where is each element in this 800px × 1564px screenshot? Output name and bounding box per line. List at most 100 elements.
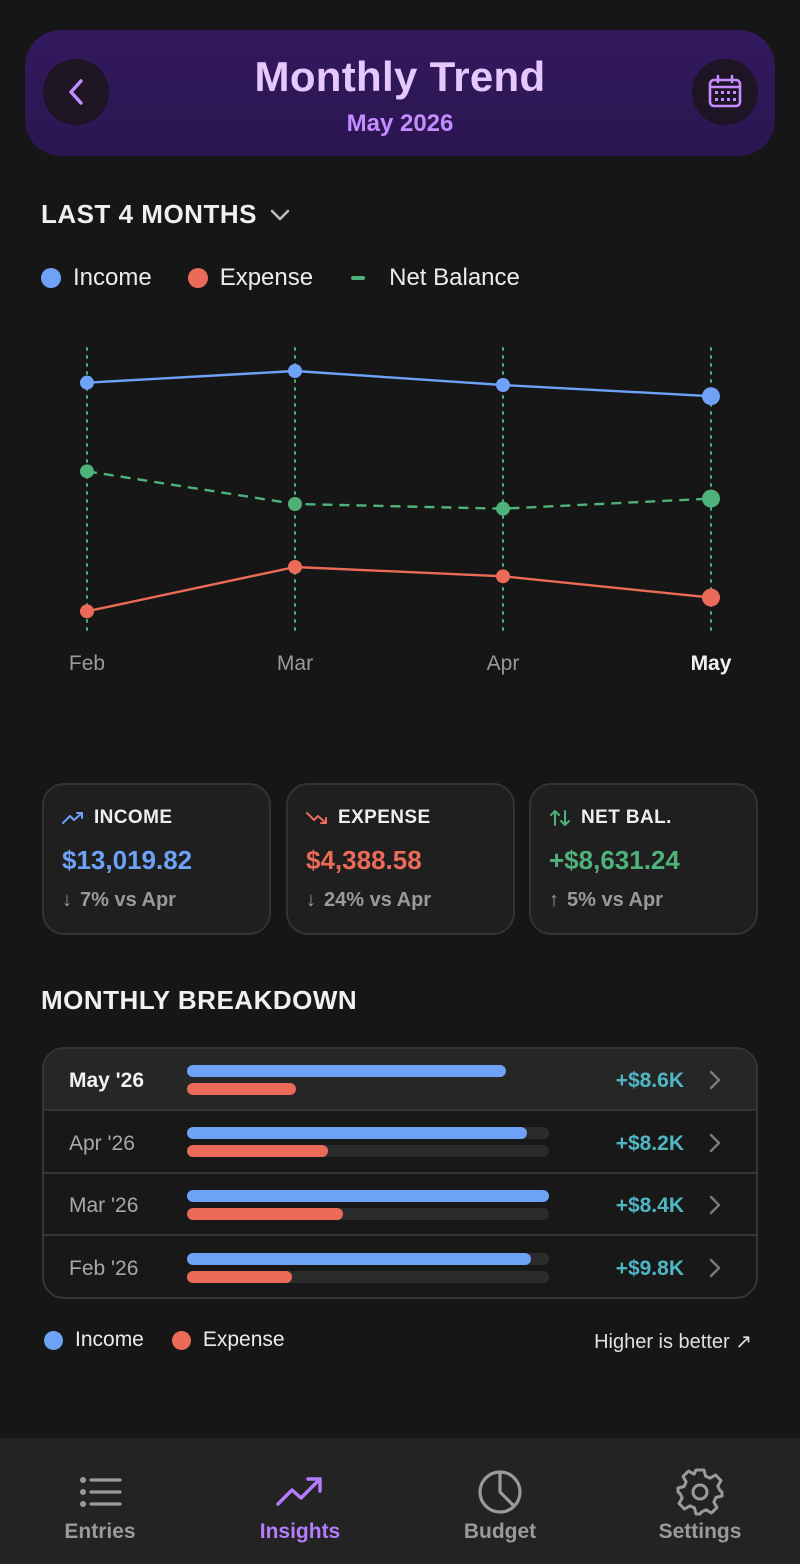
net-balance-line xyxy=(86,470,712,510)
chevron-left-icon xyxy=(69,79,83,105)
back-button[interactable] xyxy=(43,59,109,125)
legend-expense: Expense xyxy=(187,264,314,292)
expense-card-label: EXPENSE xyxy=(338,807,431,828)
row-net-value: +$8.6K xyxy=(615,1069,684,1092)
chevron-right-icon xyxy=(709,1133,721,1153)
income-bar-track xyxy=(187,1253,549,1265)
income-point-apr xyxy=(496,378,510,392)
legend-income: Income xyxy=(44,1328,144,1352)
net-card-delta: ↑ 5% vs Apr xyxy=(549,889,663,912)
income-dot xyxy=(44,1330,63,1350)
income-point-feb xyxy=(80,375,94,390)
nav-settings[interactable]: Settings xyxy=(600,1438,800,1564)
income-card-label: INCOME xyxy=(94,807,173,828)
income-bar-track xyxy=(187,1190,549,1202)
page-subtitle: May 2026 xyxy=(346,110,454,137)
income-point-may xyxy=(702,387,720,406)
chevron-right-icon xyxy=(709,1195,721,1215)
expense-dot xyxy=(171,1330,191,1350)
net-card-value: +$8,631.24 xyxy=(549,845,680,875)
net-delta-text: 5% vs Apr xyxy=(567,889,663,911)
expense-delta-text: 24% vs Apr xyxy=(324,889,432,911)
income-bar-track xyxy=(187,1065,549,1077)
nav-settings-label: Settings xyxy=(658,1520,742,1543)
pie-chart-icon xyxy=(478,1470,522,1514)
expense-bar-track xyxy=(187,1271,549,1283)
income-bar xyxy=(187,1127,528,1139)
legend-income: Income xyxy=(41,264,152,292)
expense-bar xyxy=(187,1208,343,1220)
bottom-nav: Entries Insights Budget Settings xyxy=(0,1438,800,1564)
higher-is-better-hint: Higher is better ↗ xyxy=(594,1331,752,1353)
income-bar xyxy=(187,1065,506,1077)
chevron-right-icon xyxy=(709,1070,721,1090)
trend-line-chart: Feb Mar Apr May xyxy=(69,347,732,675)
page-title: Monthly Trend xyxy=(254,53,546,100)
chart-legend: Income Expense Net Balance xyxy=(41,264,556,292)
x-tick-may: May xyxy=(691,652,732,675)
row-net-value: +$8.4K xyxy=(615,1194,684,1217)
legend-expense-label: Expense xyxy=(219,264,314,291)
net-card-header: NET BAL. xyxy=(549,807,672,829)
breakdown-row-may[interactable]: May '26 +$8.6K xyxy=(44,1049,756,1111)
expense-point-apr xyxy=(496,569,510,584)
expense-line xyxy=(86,565,712,613)
range-dropdown[interactable]: LAST 4 MONTHS xyxy=(41,199,291,230)
expense-bar-track xyxy=(187,1208,549,1220)
breakdown-table: May '26 +$8.6K Apr '26 +$8.2K Mar '26 +$… xyxy=(42,1047,758,1299)
calendar-icon xyxy=(708,74,742,108)
nav-budget[interactable]: Budget xyxy=(400,1438,600,1564)
range-label: LAST 4 MONTHS xyxy=(41,199,257,229)
legend-income-label: Income xyxy=(73,264,152,291)
expense-point-feb xyxy=(80,604,94,619)
row-label: Feb '26 xyxy=(69,1257,139,1280)
breakdown-title: MONTHLY BREAKDOWN xyxy=(41,985,358,1015)
expense-dot xyxy=(187,268,208,288)
legend-expense-label: Expense xyxy=(202,1328,285,1351)
gear-icon xyxy=(676,1468,724,1516)
arrow-down-icon: ↓ xyxy=(306,889,316,911)
legend-net: Net Balance xyxy=(349,264,520,292)
row-label: Mar '26 xyxy=(69,1194,139,1217)
income-bar-track xyxy=(187,1127,549,1139)
income-card-value: $13,019.82 xyxy=(62,845,193,875)
income-bar xyxy=(187,1253,531,1265)
trend-down-icon xyxy=(306,812,327,824)
x-tick-apr: Apr xyxy=(487,652,520,675)
chevron-right-icon xyxy=(709,1258,721,1278)
expense-bar xyxy=(187,1145,329,1157)
income-line xyxy=(86,369,712,398)
x-tick-feb: Feb xyxy=(69,652,105,675)
swap-vertical-icon xyxy=(550,810,570,826)
expense-bar-track xyxy=(187,1083,549,1095)
net-balance-point-mar xyxy=(288,497,302,511)
net-balance-card[interactable]: NET BAL. +$8,631.24 ↑ 5% vs Apr xyxy=(529,783,758,935)
expense-card-header: EXPENSE xyxy=(306,807,431,829)
row-label: May '26 xyxy=(69,1069,145,1092)
nav-insights[interactable]: Insights xyxy=(200,1438,400,1564)
x-tick-mar: Mar xyxy=(277,652,313,675)
breakdown-row-feb[interactable]: Feb '26 +$9.8K xyxy=(44,1237,756,1297)
row-net-value: +$9.8K xyxy=(615,1257,684,1280)
breakdown-row-mar[interactable]: Mar '26 +$8.4K xyxy=(44,1174,756,1236)
nav-entries[interactable]: Entries xyxy=(0,1438,200,1564)
breakdown-row-apr[interactable]: Apr '26 +$8.2K xyxy=(44,1112,756,1174)
income-card[interactable]: INCOME $13,019.82 ↓ 7% vs Apr xyxy=(42,783,271,935)
chevron-down-icon xyxy=(270,209,290,220)
calendar-button[interactable] xyxy=(692,59,758,125)
income-bar xyxy=(187,1190,549,1202)
expense-bar xyxy=(187,1083,296,1095)
expense-card-delta: ↓ 24% vs Apr xyxy=(306,889,431,912)
trend-up-icon xyxy=(276,1477,322,1506)
net-balance-point-feb xyxy=(80,464,94,479)
nav-insights-label: Insights xyxy=(259,1520,341,1543)
expense-card[interactable]: EXPENSE $4,388.58 ↓ 24% vs Apr xyxy=(286,783,515,935)
income-card-header: INCOME xyxy=(62,807,172,829)
breakdown-legend: Income Expense xyxy=(44,1328,313,1352)
legend-income-label: Income xyxy=(75,1328,144,1351)
nav-entries-label: Entries xyxy=(64,1520,136,1543)
expense-card-value: $4,388.58 xyxy=(306,845,422,875)
row-label: Apr '26 xyxy=(69,1132,135,1155)
net-balance-point-apr xyxy=(496,501,510,516)
income-dot xyxy=(41,268,61,288)
